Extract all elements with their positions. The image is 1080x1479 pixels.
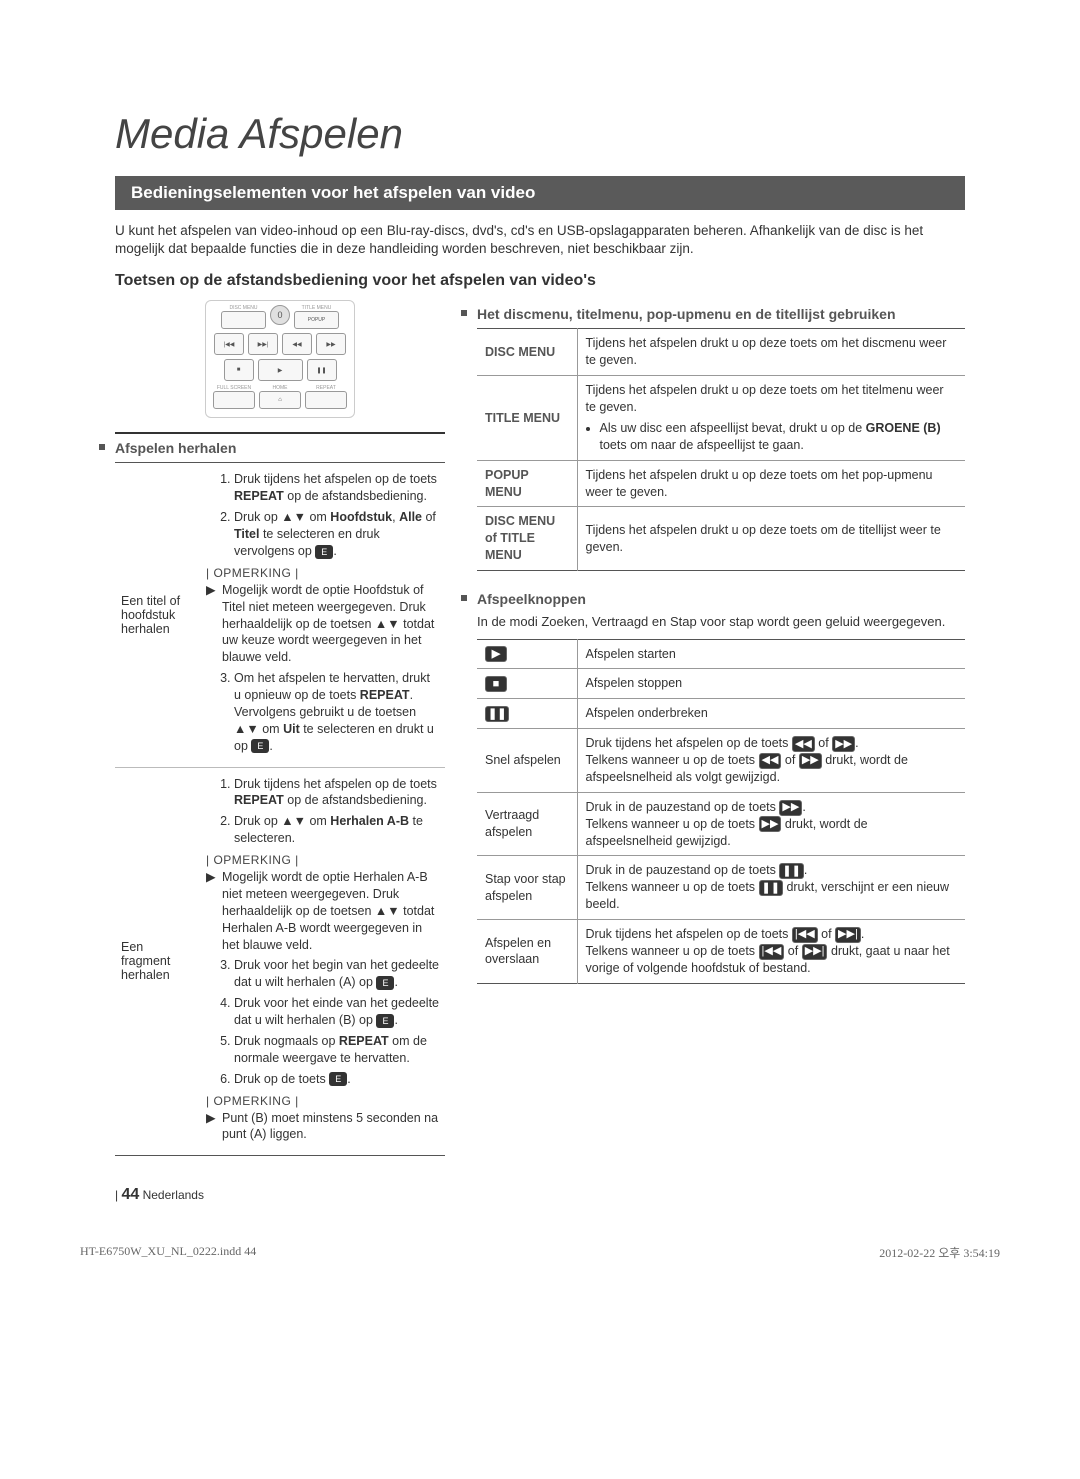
rewind-icon: ◀◀ — [282, 333, 312, 355]
pause-icon: ❚❚ — [485, 706, 509, 722]
play-value-cell: Afspelen starten — [577, 639, 965, 669]
menu-heading: Het discmenu, titelmenu, pop-upmenu en d… — [477, 300, 965, 322]
page-number-block: | 44 Nederlands — [115, 1186, 204, 1204]
menu-key-cell: DISC MENU of TITLE MENU — [477, 507, 577, 571]
footer-date: 2012-02-22 오후 3:54:19 — [879, 1244, 1000, 1261]
play-key-cell: Vertraagd afspelen — [477, 792, 577, 856]
remote-zero-button: 0 — [270, 305, 290, 325]
menu-key-cell: TITLE MENU — [477, 376, 577, 461]
play-value-cell: Druk in de pauzestand op de toets ❚❚.Tel… — [577, 856, 965, 920]
repeat-table: Een titel of hoofdstuk herhalen Druk tij… — [115, 462, 445, 1156]
stop-icon: ■ — [224, 359, 254, 381]
repeat-row1-content: Druk tijdens het afspelen op de toets RE… — [200, 463, 445, 767]
playbuttons-table: ▶ Afspelen starten ■ Afspelen stoppen ❚❚ Afsp… — [477, 639, 965, 984]
menu-value-cell: Tijdens het afspelen drukt u op deze toe… — [577, 376, 965, 461]
menu-table: DISC MENUTijdens het afspelen drukt u op… — [477, 328, 965, 571]
play-key-cell: ▶ — [477, 639, 577, 669]
repeat-row1-label: Een titel of hoofdstuk herhalen — [115, 463, 200, 767]
play-key-cell: Stap voor stap afspelen — [477, 856, 577, 920]
menu-value-cell: Tijdens het afspelen drukt u op deze toe… — [577, 460, 965, 507]
menu-key-cell: DISC MENU — [477, 329, 577, 376]
repeat-row2-label: Een fragment herhalen — [115, 767, 200, 1156]
play-value-cell: Druk tijdens het afspelen op de toets |◀… — [577, 920, 965, 984]
menu-value-cell: Tijdens het afspelen drukt u op deze toe… — [577, 507, 965, 571]
skip-back-icon: |◀◀ — [214, 333, 244, 355]
intro-text: U kunt het afspelen van video-inhoud op … — [115, 222, 965, 258]
play-icon: ▶ — [485, 646, 507, 662]
play-value-cell: Afspelen onderbreken — [577, 699, 965, 729]
footer-file: HT-E6750W_XU_NL_0222.indd 44 — [80, 1244, 256, 1261]
playbuttons-desc: In de modi Zoeken, Vertraagd en Stap voo… — [477, 613, 965, 631]
section-bar: Bedieningselementen voor het afspelen va… — [115, 176, 965, 210]
play-key-cell: Snel afspelen — [477, 729, 577, 793]
play-key-cell: Afspelen en overslaan — [477, 920, 577, 984]
repeat-row2-content: Druk tijdens het afspelen op de toets RE… — [200, 767, 445, 1156]
pause-icon: ❚❚ — [307, 359, 337, 381]
play-value-cell: Afspelen stoppen — [577, 669, 965, 699]
ffwd-icon: ▶▶ — [316, 333, 346, 355]
play-icon: ▶ — [258, 359, 303, 381]
play-value-cell: Druk tijdens het afspelen op de toets ◀◀… — [577, 729, 965, 793]
play-value-cell: Druk in de pauzestand op de toets ▶▶.Tel… — [577, 792, 965, 856]
menu-value-cell: Tijdens het afspelen drukt u op deze toe… — [577, 329, 965, 376]
stop-icon: ■ — [485, 676, 507, 692]
play-key-cell: ■ — [477, 669, 577, 699]
skip-fwd-icon: ▶▶| — [248, 333, 278, 355]
chapter-title: Media Afspelen — [115, 110, 965, 158]
remote-diagram: DISC MENU 0 TITLE MENUPOPUP |◀◀ ▶▶| ◀◀ ▶… — [205, 300, 355, 418]
play-key-cell: ❚❚ — [477, 699, 577, 729]
subsection-title: Toetsen op de afstandsbediening voor het… — [115, 272, 965, 290]
menu-key-cell: POPUP MENU — [477, 460, 577, 507]
repeat-heading: Afspelen herhalen — [115, 432, 445, 456]
playbuttons-heading: Afspeelknoppen — [477, 585, 965, 607]
